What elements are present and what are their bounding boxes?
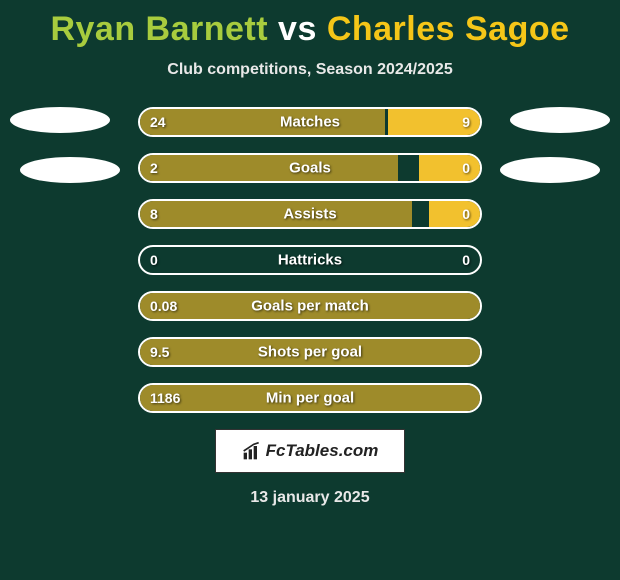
logo-box: FcTables.com — [215, 429, 405, 473]
bar-row: Shots per goal 9.5 — [138, 337, 482, 367]
decor-ellipse — [500, 157, 600, 183]
title-vs: vs — [278, 10, 317, 48]
bar-value-left: 8 — [150, 206, 158, 222]
decor-ellipse — [510, 107, 610, 133]
bar-row: Matches 24 9 — [138, 107, 482, 137]
bar-value-left: 0.08 — [150, 298, 177, 314]
bar-left-fill — [140, 201, 412, 227]
subtitle: Club competitions, Season 2024/2025 — [0, 61, 620, 79]
page-title: Ryan Barnett vs Charles Sagoe — [0, 0, 620, 49]
bar-value-left: 9.5 — [150, 344, 169, 360]
bar-row: Goals per match 0.08 — [138, 291, 482, 321]
bar-label: Assists — [283, 206, 336, 223]
decor-ellipse — [20, 157, 120, 183]
bar-label: Min per goal — [266, 390, 354, 407]
bar-label: Hattricks — [278, 252, 342, 269]
bar-label: Shots per goal — [258, 344, 362, 361]
bar-row: Assists 8 0 — [138, 199, 482, 229]
bar-value-left: 2 — [150, 160, 158, 176]
title-player1: Ryan Barnett — [50, 10, 268, 48]
chart-icon — [242, 441, 262, 461]
bar-left-fill — [140, 109, 385, 135]
logo: FcTables.com — [242, 441, 379, 461]
bar-label: Goals — [289, 160, 331, 177]
bar-value-right: 0 — [462, 206, 470, 222]
bar-row: Goals 2 0 — [138, 153, 482, 183]
bar-value-left: 1186 — [150, 390, 180, 406]
bar-row: Hattricks 0 0 — [138, 245, 482, 275]
bar-value-right: 0 — [462, 160, 470, 176]
bar-left-fill — [140, 155, 398, 181]
comparison-chart: Matches249Goals20Assists80Hattricks00Goa… — [0, 107, 620, 413]
bar-right-fill — [419, 155, 480, 181]
title-player2: Charles Sagoe — [327, 10, 570, 48]
bar-value-left: 24 — [150, 114, 166, 130]
logo-text: FcTables.com — [266, 441, 379, 461]
date-label: 13 january 2025 — [0, 489, 620, 507]
bar-label: Goals per match — [251, 298, 369, 315]
bar-value-left: 0 — [150, 252, 158, 268]
bars-container: Matches249Goals20Assists80Hattricks00Goa… — [138, 107, 482, 413]
bar-row: Min per goal 1186 — [138, 383, 482, 413]
bar-value-right: 0 — [462, 252, 470, 268]
bar-value-right: 9 — [462, 114, 470, 130]
bar-label: Matches — [280, 114, 340, 131]
decor-ellipse — [10, 107, 110, 133]
bar-right-fill — [429, 201, 480, 227]
